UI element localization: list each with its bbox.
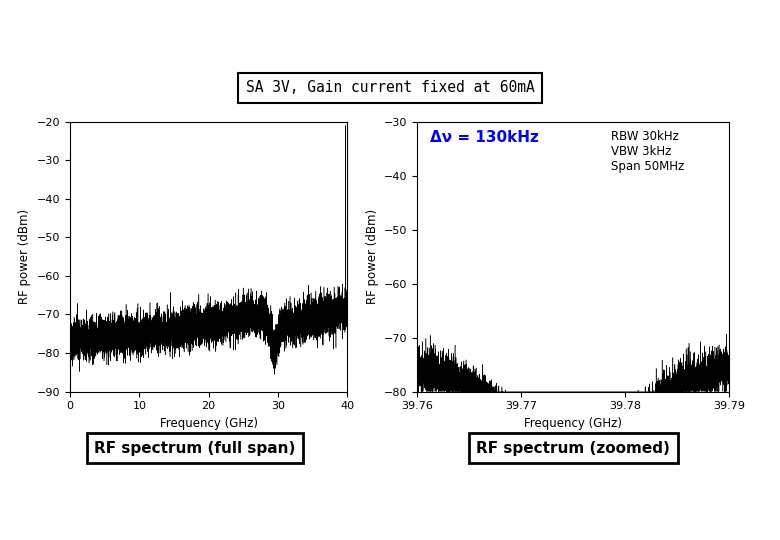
- Text: RF spectrum (full span): RF spectrum (full span): [94, 441, 296, 456]
- Y-axis label: RF power (dBm): RF power (dBm): [19, 209, 31, 304]
- Text: SA 3V, Gain current fixed at 60mA: SA 3V, Gain current fixed at 60mA: [246, 80, 534, 95]
- X-axis label: Frequency (GHz): Frequency (GHz): [524, 417, 622, 430]
- Y-axis label: RF power (dBm): RF power (dBm): [366, 209, 378, 304]
- X-axis label: Frequency (GHz): Frequency (GHz): [160, 417, 257, 430]
- Text: RBW 30kHz
VBW 3kHz
Span 50MHz: RBW 30kHz VBW 3kHz Span 50MHz: [611, 130, 684, 173]
- Text: Radio Frequency (RF) Measurements: Radio Frequency (RF) Measurements: [116, 15, 664, 42]
- Text: Δν = 130kHz: Δν = 130kHz: [430, 130, 539, 145]
- Text: RF spectrum (zoomed): RF spectrum (zoomed): [477, 441, 670, 456]
